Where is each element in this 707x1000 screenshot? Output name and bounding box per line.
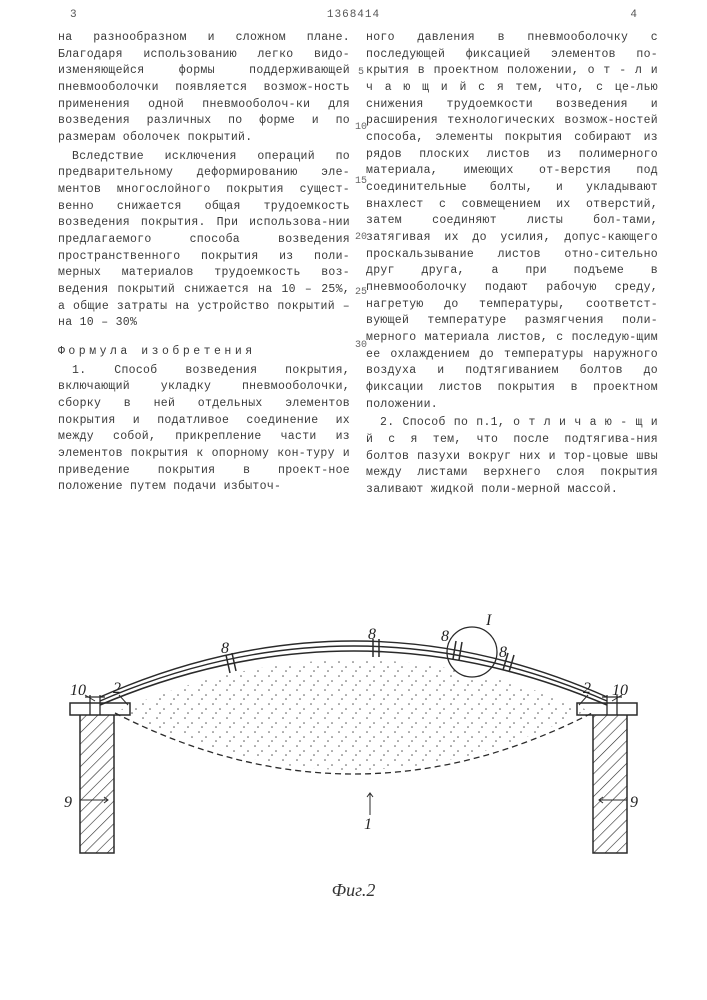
left-column: на разнообразном и сложном плане. Благод… [58,30,350,501]
ref-10a: 10 [70,679,86,702]
ref-2a: 2 [113,677,121,700]
page-header: 3 1368414 4 [0,8,707,24]
left-para-1: на разнообразном и сложном плане. Благод… [58,30,350,147]
right-para-1: ного давления в пневмооболочку с последу… [366,30,658,413]
claim-2: 2. Способ по п.1, о т л и ч а ю - щ и й … [366,415,658,498]
ref-8d: 8 [499,641,507,664]
left-support-wall [80,713,114,853]
ref-9a: 9 [64,791,72,814]
ref-I: I [486,609,491,632]
patent-number: 1368414 [327,8,380,24]
claim-1-left: 1. Способ возведения покрытия, включающи… [58,363,350,496]
page-num-left: 3 [70,8,77,24]
formula-title: Формула изобретения [58,344,350,361]
ref-1: 1 [364,813,372,836]
ref-8a: 8 [221,637,229,660]
figure-svg [0,575,707,905]
ref-9b: 9 [630,791,638,814]
ref-8b: 8 [368,623,376,646]
text-columns: на разнообразном и сложном плане. Благод… [58,30,658,501]
right-column: ного давления в пневмооболочку с последу… [366,30,658,501]
ref-8c: 8 [441,625,449,648]
figure-2: 1 2 2 8 8 8 8 9 9 10 10 I Фиг.2 [0,575,707,935]
dome-interior [120,660,587,770]
figure-label: Фиг.2 [332,877,376,903]
ref-10b: 10 [612,679,628,702]
left-para-2: Вследствие исключения операций по предва… [58,149,350,332]
ref-2b: 2 [583,677,591,700]
page-num-right: 4 [630,8,637,24]
right-support-wall [593,713,627,853]
